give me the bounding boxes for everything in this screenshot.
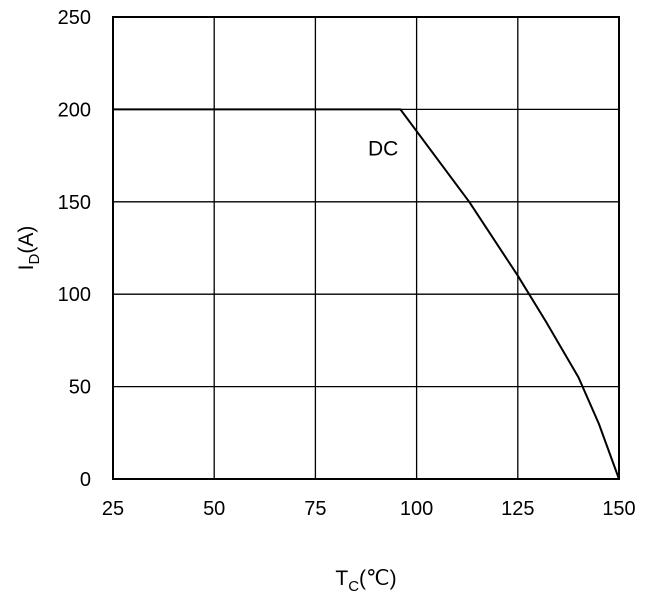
x-tick-label-50: 50: [203, 498, 225, 520]
y-tick-label-150: 150: [58, 192, 91, 214]
y-tick-label-50: 50: [69, 377, 91, 399]
x-axis-label: TC(℃): [335, 567, 396, 595]
x-axis-label-sub: C: [348, 578, 359, 595]
y-axis-label: ID(A): [15, 226, 43, 271]
y-axis-label-main: I: [15, 265, 38, 271]
x-tick-labels: 25 50 75 100 125 150: [102, 498, 636, 520]
x-tick-label-125: 125: [501, 498, 534, 520]
x-tick-label-100: 100: [400, 498, 433, 520]
x-tick-label-150: 150: [602, 498, 635, 520]
x-axis-label-unit: (℃): [359, 567, 397, 590]
x-axis-label-main: T: [335, 567, 348, 590]
annotation-dc: DC: [368, 138, 398, 161]
y-axis-label-unit: (A): [15, 226, 38, 254]
y-tick-label-200: 200: [58, 99, 91, 121]
plot-frame: [112, 16, 620, 480]
x-tick-label-75: 75: [304, 498, 326, 520]
y-tick-label-0: 0: [80, 469, 91, 491]
y-axis-label-sub: D: [26, 254, 43, 265]
annotations: DC: [368, 138, 398, 161]
y-tick-label-100: 100: [58, 284, 91, 306]
series-layer: [113, 108, 620, 480]
y-tick-label-250: 250: [58, 7, 91, 29]
series-line-0: [113, 108, 620, 480]
x-tick-label-25: 25: [102, 498, 124, 520]
grid-lines: [113, 17, 619, 479]
y-tick-labels: 0 50 100 150 200 250: [58, 7, 91, 491]
